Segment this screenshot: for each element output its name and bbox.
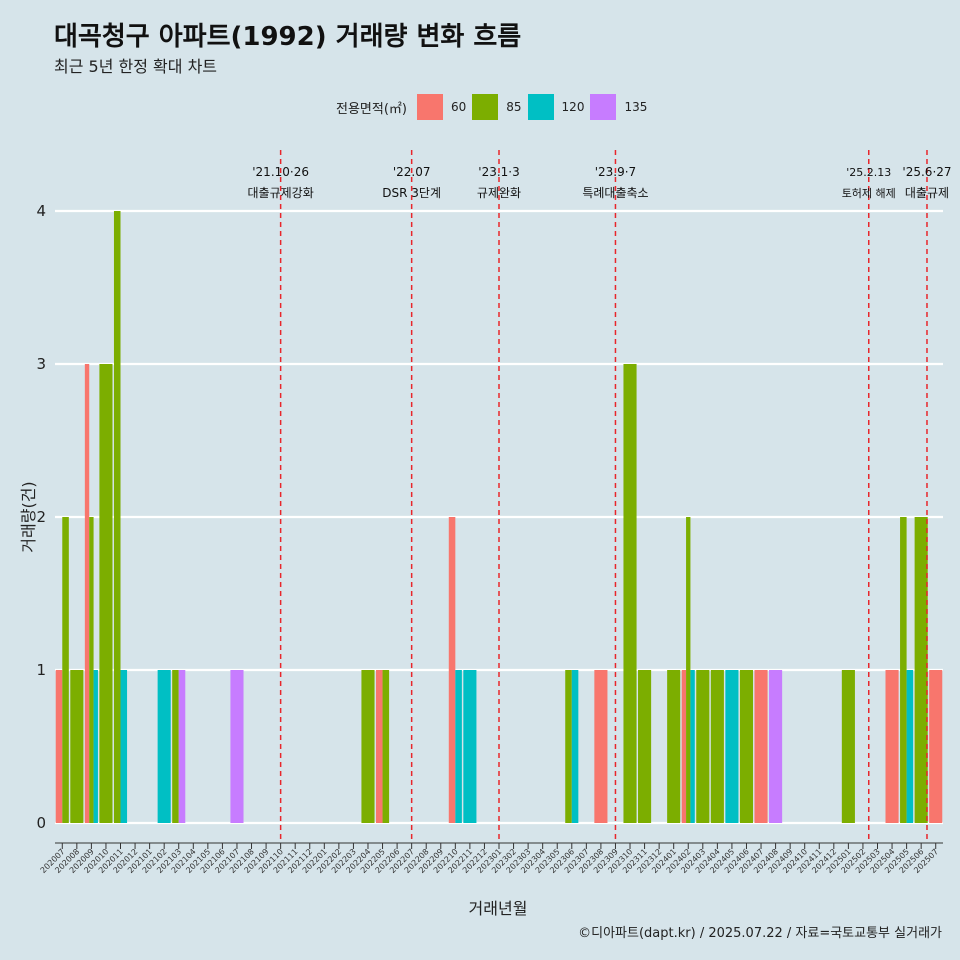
legend-item-60: 60: [416, 94, 467, 120]
bar-202211-120: [463, 670, 477, 823]
bar-202007-85: [62, 517, 69, 823]
bar-202506-85: [914, 517, 928, 823]
bar-202205-60: [375, 670, 383, 823]
chart-title: 대곡청구 아파트(1992) 거래량 변화 흐름: [54, 22, 522, 52]
legend-item-135: 135: [590, 94, 647, 120]
bar-202403-85: [696, 670, 710, 823]
bar-202402-60: [681, 670, 687, 823]
bar-202102-120: [157, 670, 171, 823]
bar-202210-60: [448, 517, 456, 823]
y-tick-label: 2: [36, 508, 46, 526]
bar-202009-85: [89, 517, 94, 823]
y-tick-label: 3: [36, 355, 46, 373]
y-axis-title: 거래량(건): [19, 481, 38, 552]
event-date: '21.10·26: [252, 165, 309, 179]
bar-202504-60: [885, 670, 899, 823]
bar-202310-85: [623, 364, 637, 823]
legend-label-120: 120: [561, 100, 585, 114]
chart-subtitle: 최근 5년 한정 확대 차트: [54, 57, 218, 76]
event-date: '22.07: [393, 165, 431, 179]
bars: [55, 211, 943, 823]
bar-202306-85: [565, 670, 572, 823]
bar-202407-60: [754, 670, 768, 823]
event-label: 특례대출축소: [582, 186, 648, 200]
y-tick-label: 4: [36, 202, 46, 220]
y-axis: 0 1 2 3 4: [36, 202, 46, 832]
legend-item-120: 120: [527, 94, 585, 120]
bar-202008-85: [70, 670, 84, 823]
event-label: 대출규제: [905, 186, 949, 200]
bar-202401-85: [667, 670, 681, 823]
bar-202205-85: [382, 670, 390, 823]
bar-202306-120: [571, 670, 579, 823]
bar-202505-120: [906, 670, 914, 823]
event-date: '25.6·27: [902, 165, 951, 179]
bar-202010-85: [99, 364, 113, 823]
bar-202505-85: [900, 517, 907, 823]
legend-key-60: [416, 94, 443, 120]
source-caption: ©디아파트(dapt.kr) / 2025.07.22 / 자료=국토교통부 실…: [578, 926, 942, 941]
legend-label-85: 85: [506, 100, 522, 114]
legend-key-120: [527, 94, 554, 120]
legend-item-85: 85: [472, 94, 522, 120]
bar-202406-85: [739, 670, 754, 823]
legend-label-60: 60: [450, 100, 467, 114]
bar-202507-60: [929, 670, 943, 823]
legend-title: 전용면적(㎡): [336, 101, 407, 117]
bar-202107-135: [230, 670, 244, 823]
bar-202404-85: [710, 670, 724, 823]
y-tick-label: 1: [36, 661, 46, 679]
y-tick-label: 0: [36, 814, 46, 832]
legend: 전용면적(㎡) 60 85 120 135: [336, 93, 653, 121]
event-label: 대출규제강화: [248, 186, 314, 200]
bar-202204-85: [361, 670, 375, 823]
gridlines: [55, 209, 943, 825]
legend-label-135: 135: [624, 100, 648, 114]
bar-202011-120: [120, 670, 128, 823]
bar-202402-120: [690, 670, 695, 823]
event-lines: '21.10·26 대출규제강화 '22.07 DSR 3단계 '23.1·3 규제완화 '…: [248, 150, 952, 843]
bar-202308-60: [594, 670, 608, 823]
x-axis-title: 거래년월: [469, 899, 528, 918]
event-date: '23.1·3: [478, 165, 519, 179]
bar-202009-60: [84, 364, 90, 823]
event-label: 토허제 해제: [842, 186, 896, 200]
bar-202011-85: [113, 211, 121, 823]
event-date: '23.9·7: [595, 165, 636, 179]
bar-202210-120: [455, 670, 462, 823]
bar-202402-85: [686, 517, 691, 823]
event-label: DSR 3단계: [382, 186, 441, 200]
event-label: 규제완화: [477, 186, 521, 200]
legend-key-85: [472, 94, 499, 120]
bar-202007-60: [55, 670, 63, 823]
bar-202311-85: [638, 670, 652, 823]
bar-202009-120: [93, 670, 98, 823]
bar-202405-120: [725, 670, 739, 823]
event-date: '25.2.13: [846, 166, 891, 179]
legend-key-135: [590, 94, 617, 120]
bar-202501-85: [841, 670, 855, 823]
bar-202408-135: [769, 670, 783, 823]
x-axis: 2020072020082020092020102020112020122021…: [39, 842, 943, 875]
bar-202103-135: [178, 670, 186, 823]
bar-202103-85: [172, 670, 179, 823]
